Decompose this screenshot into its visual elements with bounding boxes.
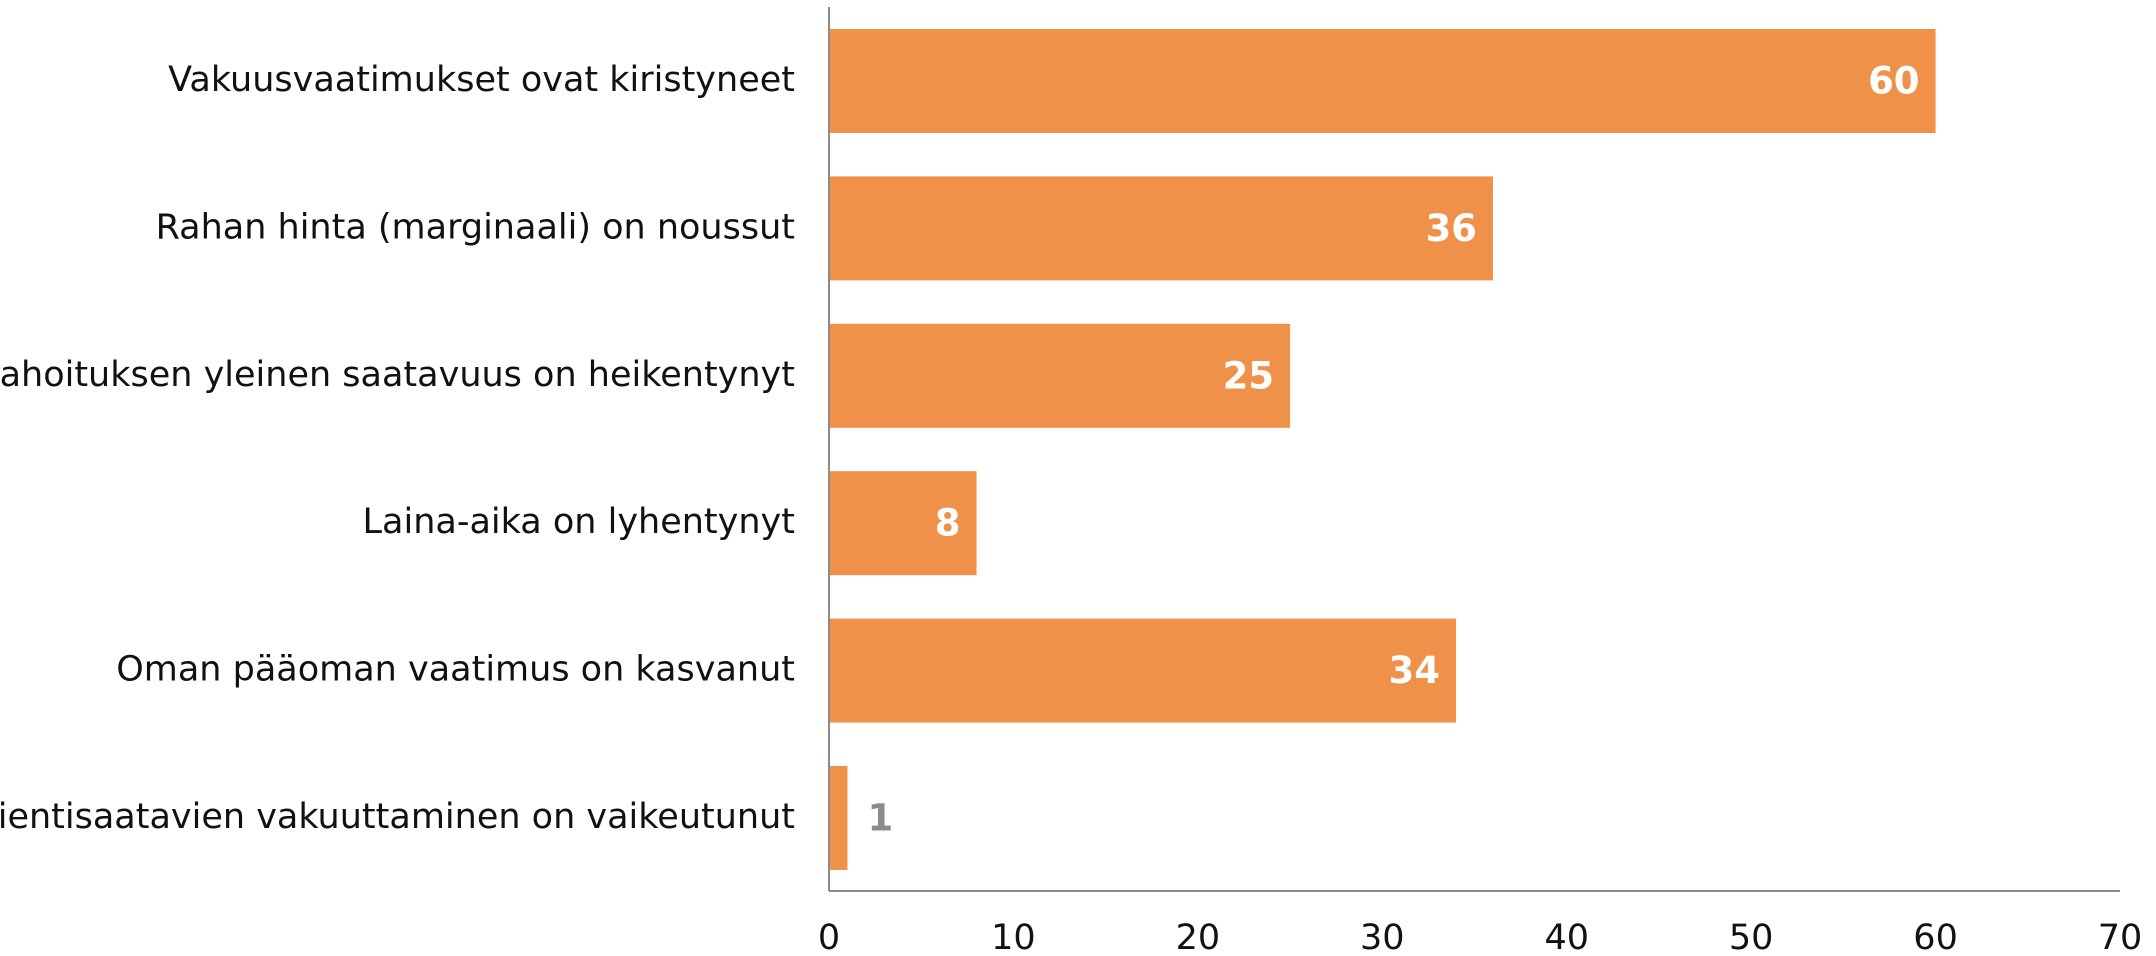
x-tick-label: 60	[1913, 918, 1958, 956]
bar	[829, 766, 848, 870]
bar	[829, 471, 977, 576]
bar	[829, 29, 1936, 133]
x-tick-label: 50	[1729, 918, 1774, 956]
data-label: 8	[935, 502, 961, 545]
bar	[829, 323, 1291, 428]
x-tick-label: 40	[1544, 918, 1589, 956]
y-tick-label: Rahan hinta (marginaali) on noussut	[156, 207, 795, 247]
y-tick-label: Vakuusvaatimukset ovat kiristyneet	[168, 60, 795, 100]
data-label: 25	[1223, 354, 1275, 397]
bar	[829, 176, 1493, 281]
data-label: 60	[1868, 60, 1920, 103]
y-tick-label: Vientisaatavien vakuuttaminen on vaikeut…	[0, 797, 795, 837]
y-tick-label: Oman pääoman vaatimus on kasvanut	[116, 650, 795, 690]
data-label: 1	[867, 797, 893, 840]
y-tick-label: Rahoituksen yleinen saatavuus on heikent…	[0, 355, 795, 395]
x-tick-label: 20	[1176, 918, 1221, 956]
data-label: 36	[1425, 207, 1477, 250]
y-tick-label: Laina-aika on lyhentynyt	[363, 502, 795, 542]
x-tick-label: 0	[818, 918, 840, 956]
data-label: 34	[1389, 649, 1441, 692]
x-tick-label: 30	[1360, 918, 1405, 956]
x-tick-label: 70	[2098, 918, 2143, 956]
bar	[829, 618, 1457, 723]
x-tick-label: 10	[991, 918, 1036, 956]
